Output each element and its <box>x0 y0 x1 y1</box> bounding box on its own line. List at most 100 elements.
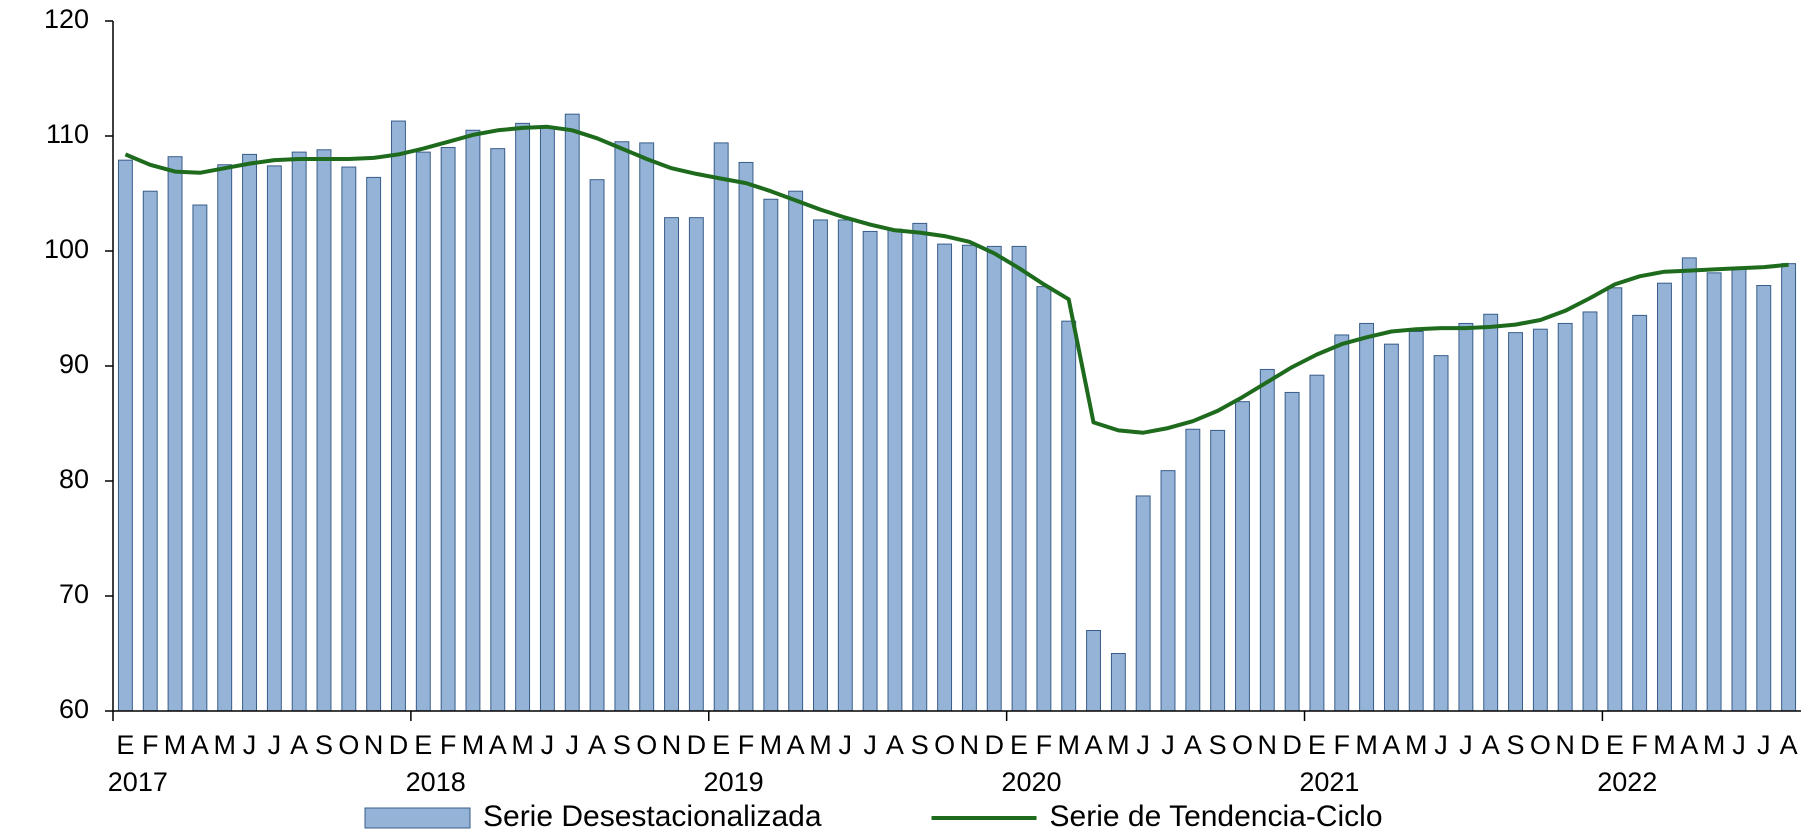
x-tick-label: S <box>1507 730 1525 760</box>
bar <box>1036 286 1052 712</box>
bar <box>1582 311 1598 712</box>
bar <box>837 219 853 712</box>
bar <box>738 161 754 712</box>
x-tick-label: M <box>1107 730 1130 760</box>
x-tick-label: D <box>389 730 409 760</box>
bar <box>490 148 506 712</box>
x-tick-label: J <box>1757 730 1771 760</box>
bar <box>1433 355 1449 712</box>
bar <box>465 129 481 712</box>
bar <box>639 142 655 712</box>
bar <box>217 164 233 712</box>
bar <box>887 228 903 712</box>
bar <box>589 179 605 712</box>
x-tick-label: J <box>541 730 555 760</box>
x-tick-label: E <box>1308 730 1326 760</box>
bar <box>515 122 531 712</box>
x-tick-label: M <box>760 730 783 760</box>
bar <box>1235 401 1250 712</box>
y-tick-label: 60 <box>59 694 89 724</box>
x-tick-label: N <box>1258 730 1278 760</box>
bar <box>688 217 704 712</box>
bar <box>1706 272 1722 712</box>
x-tick-label: M <box>1703 730 1726 760</box>
bar <box>341 166 357 712</box>
x-tick-label: D <box>1282 730 1302 760</box>
bar <box>813 219 828 712</box>
x-tick-label: A <box>489 730 507 760</box>
x-tick-label: D <box>1580 730 1600 760</box>
x-tick-label: A <box>290 730 308 760</box>
x-tick-label: D <box>984 730 1004 760</box>
bar <box>664 217 679 712</box>
x-tick-label: S <box>911 730 929 760</box>
year-label: 2021 <box>1299 767 1359 797</box>
bar <box>1557 322 1573 712</box>
x-tick-label: J <box>1434 730 1448 760</box>
year-label: 2018 <box>406 767 466 797</box>
x-tick-label: F <box>142 730 159 760</box>
bar <box>117 159 133 712</box>
x-tick-label: M <box>1405 730 1428 760</box>
year-label: 2017 <box>108 767 168 797</box>
x-tick-label: D <box>687 730 707 760</box>
bar <box>986 245 1002 712</box>
bar <box>1135 495 1151 712</box>
x-tick-label: A <box>1184 730 1202 760</box>
bar <box>440 147 456 712</box>
y-tick-label: 80 <box>59 464 89 494</box>
x-tick-label: F <box>738 730 755 760</box>
x-tick-label: N <box>364 730 384 760</box>
x-tick-label: M <box>1057 730 1080 760</box>
x-tick-label: N <box>1555 730 1575 760</box>
legend-label: Serie de Tendencia-Ciclo <box>1050 800 1383 833</box>
bar <box>366 176 382 712</box>
bar <box>1383 343 1399 712</box>
x-tick-label: E <box>1606 730 1624 760</box>
bar <box>167 156 183 712</box>
bar <box>1210 429 1226 712</box>
bar <box>1284 391 1300 712</box>
x-tick-label: O <box>1232 730 1253 760</box>
x-tick-label: O <box>338 730 359 760</box>
bar <box>1086 630 1101 712</box>
bar <box>1681 257 1697 712</box>
x-tick-label: S <box>613 730 631 760</box>
x-tick-label: A <box>1680 730 1698 760</box>
bar <box>1483 313 1499 712</box>
x-tick-label: J <box>268 730 282 760</box>
bar <box>1458 322 1474 712</box>
bar <box>1061 320 1077 712</box>
bar <box>788 190 804 712</box>
x-tick-label: J <box>1732 730 1746 760</box>
x-tick-label: F <box>1036 730 1053 760</box>
x-tick-label: A <box>1085 730 1103 760</box>
x-tick-label: A <box>1382 730 1400 760</box>
x-tick-label: O <box>1530 730 1551 760</box>
bar <box>539 126 555 712</box>
x-tick-label: A <box>787 730 805 760</box>
x-tick-label: A <box>191 730 209 760</box>
bar <box>192 204 208 712</box>
x-tick-label: E <box>116 730 134 760</box>
x-tick-label: A <box>1780 730 1798 760</box>
bar <box>142 190 158 712</box>
x-tick-label: A <box>1482 730 1500 760</box>
legend-label: Serie Desestacionalizada <box>483 800 822 833</box>
x-tick-label: M <box>511 730 534 760</box>
x-tick-label: F <box>1631 730 1648 760</box>
x-tick-label: N <box>960 730 980 760</box>
x-tick-label: J <box>1161 730 1175 760</box>
year-label: 2020 <box>1001 767 1061 797</box>
bar <box>1259 368 1275 712</box>
x-tick-label: S <box>1209 730 1227 760</box>
bar <box>937 243 953 712</box>
bar <box>291 151 307 712</box>
x-tick-label: M <box>213 730 236 760</box>
x-tick-label: E <box>414 730 432 760</box>
bar <box>1632 314 1648 712</box>
bar <box>1731 268 1747 712</box>
bar <box>862 230 878 712</box>
bar <box>1011 245 1027 712</box>
x-tick-label: F <box>1334 730 1351 760</box>
